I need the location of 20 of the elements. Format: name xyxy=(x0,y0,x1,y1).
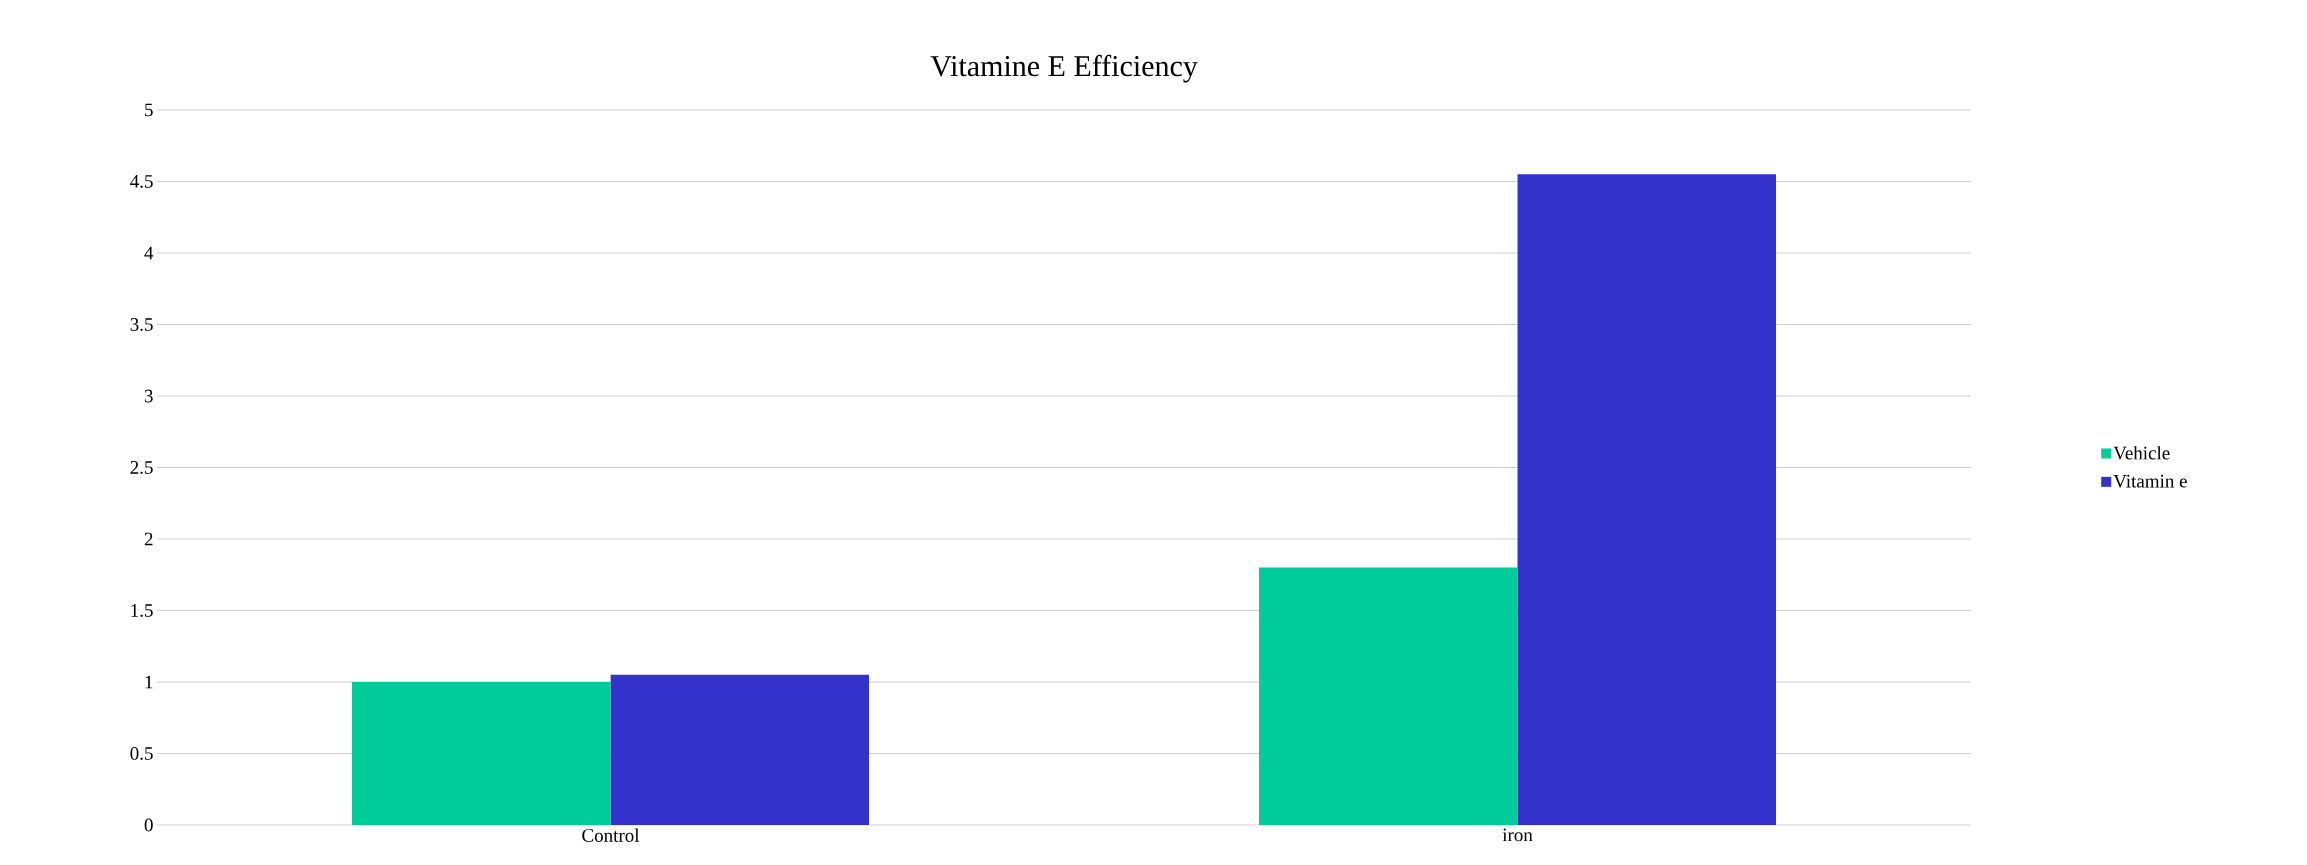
y-tick-label: 1 xyxy=(145,675,153,689)
x-tick-label: iron xyxy=(1502,828,1533,842)
y-tick-label: 2 xyxy=(144,532,153,546)
legend-label: Vehicle xyxy=(2113,446,2170,460)
y-tick-label: 3 xyxy=(144,389,153,403)
bar xyxy=(1517,174,1777,825)
y-tick-label: 0.5 xyxy=(130,747,153,760)
x-tick-label: Control xyxy=(582,828,640,842)
y-tick-label: 4.5 xyxy=(130,175,153,188)
y-tick-label: 4 xyxy=(144,246,154,260)
legend-label: Vitamin e xyxy=(2113,474,2187,488)
y-tick-label: 3.5 xyxy=(130,318,153,331)
y-tick-label: 0 xyxy=(144,818,153,832)
bar xyxy=(1259,567,1518,825)
y-tick-label: 5 xyxy=(145,103,153,117)
y-tick-label: 1.5 xyxy=(131,604,153,617)
chart-title: Vitamine E Efficiency xyxy=(930,54,1198,83)
bar xyxy=(610,674,870,825)
bar xyxy=(352,682,611,825)
y-tick-label: 2.5 xyxy=(130,461,153,474)
